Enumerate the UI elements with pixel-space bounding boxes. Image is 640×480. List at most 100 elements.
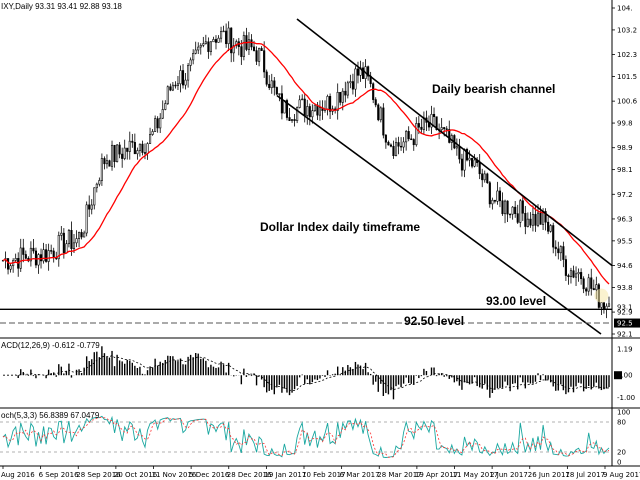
candle-body	[285, 100, 289, 118]
candle-body	[133, 142, 136, 155]
candle-body	[85, 204, 88, 234]
candle-body	[67, 229, 70, 245]
candle-body	[326, 96, 329, 110]
candle-body	[516, 213, 519, 223]
candle-body	[582, 278, 585, 290]
candle-body	[514, 206, 517, 214]
candle-body	[169, 86, 172, 91]
candle-body	[19, 247, 22, 269]
candle-body	[171, 84, 174, 91]
x-tick-label: Aug 2016	[1, 471, 35, 479]
candle-body	[78, 232, 81, 239]
stoch-tick-label: 0	[617, 459, 621, 467]
macd-tick-label: -1.00	[617, 394, 635, 402]
candle-body	[498, 190, 502, 202]
candle-body	[562, 246, 565, 260]
macd-tick-label: 0.00	[617, 372, 633, 380]
candle-body	[105, 160, 109, 165]
candle-body	[57, 235, 60, 260]
candle-body	[60, 232, 63, 236]
candle-body	[410, 138, 413, 140]
candle-body	[557, 248, 560, 254]
candle-body	[526, 218, 529, 227]
candle-body	[544, 211, 547, 223]
candle-body	[220, 31, 223, 39]
price-tick-label: 97.2	[617, 191, 633, 199]
stoch-tick-label: 20	[617, 449, 626, 457]
candle-body	[240, 46, 243, 57]
candle-body	[336, 91, 339, 111]
candle-body	[136, 150, 139, 155]
candle-body	[181, 70, 185, 86]
x-tick-label: 10 Feb 2017	[302, 471, 346, 479]
candle-body	[440, 127, 443, 131]
candle-body	[32, 247, 35, 252]
candle-body	[460, 158, 463, 171]
candle-body	[346, 82, 349, 96]
price-tick-label: 98.9	[617, 144, 633, 152]
candle-body	[235, 41, 238, 47]
candle-body	[308, 106, 311, 118]
channel-upper-line	[296, 18, 613, 267]
candle-body	[351, 81, 354, 90]
candle-body	[367, 66, 370, 77]
candle-body	[225, 30, 228, 45]
level-93-annotation: 93.00 level	[486, 294, 547, 308]
candle-body	[506, 200, 509, 215]
candle-body	[311, 110, 314, 118]
stoch-tick-label: 80	[617, 419, 626, 427]
candle-body	[405, 131, 408, 143]
candle-body	[217, 37, 220, 43]
candle-body	[430, 113, 433, 128]
price-tick-label: 100.6	[617, 98, 638, 106]
candle-body	[455, 146, 458, 149]
candle-body	[524, 212, 527, 227]
candle-body	[260, 48, 263, 51]
candle-body	[95, 183, 98, 189]
candle-body	[567, 275, 570, 278]
stoch-d-line	[2, 416, 610, 458]
candle-body	[539, 212, 542, 225]
candle-body	[534, 214, 537, 226]
candle-body	[339, 91, 342, 103]
candle-body	[149, 134, 152, 144]
macd-zero-box	[614, 371, 622, 380]
price-tick-label: 101.5	[617, 73, 637, 81]
candle-body	[126, 147, 129, 152]
price-tick-label: 92.9	[617, 309, 633, 317]
candle-body	[273, 80, 276, 88]
candle-body	[488, 182, 491, 205]
candle-body	[199, 44, 202, 48]
candle-body	[288, 117, 291, 122]
candle-body	[465, 149, 469, 161]
candle-body	[65, 243, 68, 254]
candle-body	[344, 90, 347, 96]
candle-body	[141, 143, 144, 153]
candle-body	[93, 187, 96, 206]
candle-body	[554, 246, 557, 250]
candle-body	[306, 106, 309, 116]
x-tick-label: 19 Jan 2017	[264, 471, 306, 479]
candle-body	[37, 254, 40, 266]
candle-body	[501, 200, 504, 215]
candle-body	[394, 142, 398, 156]
candle-body	[255, 50, 258, 62]
candle-body	[521, 200, 524, 214]
candle-body	[384, 134, 387, 143]
candle-body	[164, 103, 167, 110]
candle-body	[379, 107, 382, 121]
candle-body	[298, 99, 301, 108]
candle-body	[577, 272, 580, 275]
candle-body	[590, 277, 593, 289]
candle-body	[24, 254, 27, 259]
x-tick-label: 11 Nov 2016	[152, 471, 197, 479]
candle-body	[587, 277, 590, 292]
stoch-panel	[0, 415, 612, 458]
x-tick-label: 28 Dec 2016	[227, 471, 272, 479]
candle-body	[34, 250, 38, 266]
candle-body	[435, 116, 438, 130]
candle-body	[361, 67, 365, 79]
candle-body	[417, 123, 420, 128]
candle-body	[509, 213, 512, 216]
candle-body	[531, 214, 534, 226]
